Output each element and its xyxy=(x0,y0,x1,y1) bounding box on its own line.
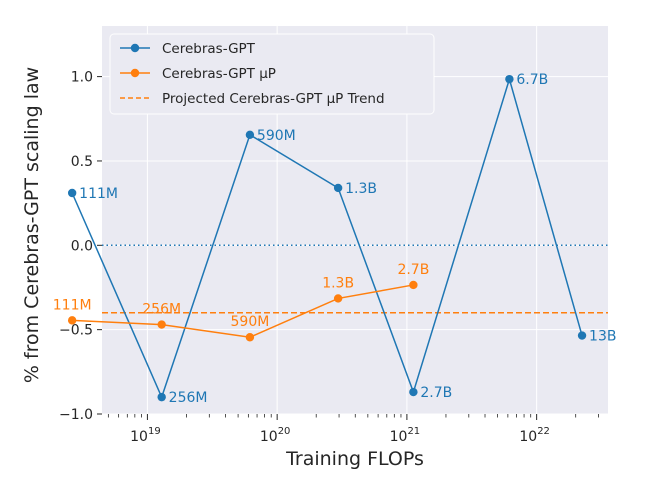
cerebras-gpt-mup-point xyxy=(333,294,343,303)
cerebras-gpt-mup-point xyxy=(67,316,77,325)
cerebras-gpt-point-label: 13B xyxy=(589,329,616,345)
cerebras-gpt-mup-point xyxy=(245,333,255,342)
x-tick-label: 1019 xyxy=(130,426,161,445)
cerebras-gpt-mup-point xyxy=(409,280,418,290)
cerebras-gpt-point-label: 2.7B xyxy=(420,385,452,401)
legend-marker-cerebras-gpt xyxy=(130,43,140,53)
series: 111M 256M 590M 1.3B 2.7B 6.7B 13B 111M 256M 590M 1… xyxy=(53,72,617,406)
y-tick-label: −0.5 xyxy=(59,323,93,339)
reference-lines xyxy=(102,244,608,314)
y-tick-label: −1.0 xyxy=(59,407,93,423)
legend-label-cerebras-gpt-mup: Cerebras-GPT μP xyxy=(162,66,276,82)
cerebras-gpt-mup-point-label: 111M xyxy=(53,297,92,313)
cerebras-gpt-mup-point-label: 1.3B xyxy=(322,275,354,291)
legend-label-cerebras-gpt: Cerebras-GPT xyxy=(162,41,256,57)
cerebras-gpt-point xyxy=(333,183,343,193)
x-axis-label: Training FLOPs xyxy=(285,448,424,470)
cerebras-gpt-point-label: 590M xyxy=(257,128,296,144)
cerebras-gpt-point-label: 6.7B xyxy=(516,72,548,88)
cerebras-gpt-mup-point-label: 590M xyxy=(231,314,270,330)
legend-box xyxy=(109,33,435,115)
legend: Cerebras-GPT Cerebras-GPT μP Projected C… xyxy=(109,33,435,115)
cerebras-gpt-point xyxy=(505,74,514,84)
cerebras-gpt-mup-point-label: 256M xyxy=(142,302,181,318)
y-tick-label: 0.5 xyxy=(71,154,93,170)
cerebras-gpt-point xyxy=(409,387,418,397)
cerebras-gpt-point-label: 256M xyxy=(169,390,208,406)
legend-label-projected-trend: Projected Cerebras-GPT μP Trend xyxy=(162,91,385,107)
y-axis-label: % from Cerebras-GPT scaling law xyxy=(21,67,43,383)
y-tick-label: 1.0 xyxy=(71,70,93,86)
x-tick-label: 1021 xyxy=(390,426,421,445)
cerebras-gpt-mup-point xyxy=(157,320,166,329)
y-tick-label: 0.0 xyxy=(71,238,93,254)
cerebras-gpt-point-label: 111M xyxy=(79,186,118,202)
legend-marker-cerebras-gpt-mup xyxy=(130,68,140,78)
cerebras-gpt-point xyxy=(577,331,587,340)
cerebras-gpt-point xyxy=(67,188,77,198)
x-tick-label: 1020 xyxy=(260,426,291,445)
cerebras-gpt-mup-point-label: 2.7B xyxy=(397,262,429,278)
cerebras-gpt-point-label: 1.3B xyxy=(345,181,377,197)
cerebras-gpt-point xyxy=(157,392,166,402)
x-tick-label: 1022 xyxy=(519,426,550,445)
cerebras-gpt-point xyxy=(245,130,255,140)
